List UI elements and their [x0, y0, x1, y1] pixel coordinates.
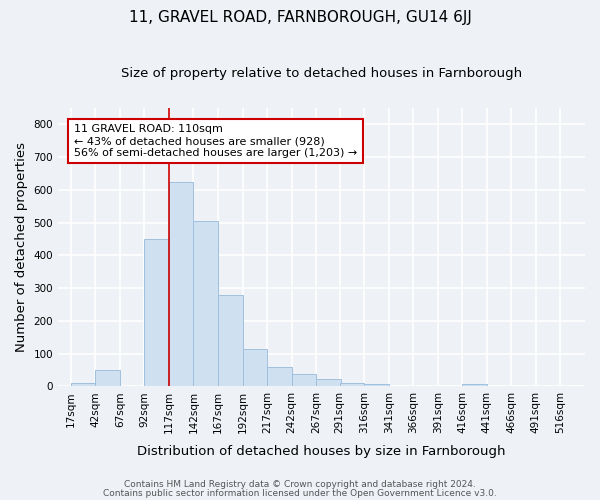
Bar: [340, 383, 364, 386]
Bar: [267, 367, 292, 386]
Bar: [463, 384, 487, 386]
X-axis label: Distribution of detached houses by size in Farnborough: Distribution of detached houses by size …: [137, 444, 506, 458]
Y-axis label: Number of detached properties: Number of detached properties: [15, 142, 28, 352]
Bar: [145, 239, 169, 386]
Text: Contains public sector information licensed under the Open Government Licence v3: Contains public sector information licen…: [103, 488, 497, 498]
Title: Size of property relative to detached houses in Farnborough: Size of property relative to detached ho…: [121, 68, 522, 80]
Bar: [292, 374, 316, 386]
Bar: [316, 379, 341, 386]
Text: Contains HM Land Registry data © Crown copyright and database right 2024.: Contains HM Land Registry data © Crown c…: [124, 480, 476, 489]
Text: 11, GRAVEL ROAD, FARNBOROUGH, GU14 6JJ: 11, GRAVEL ROAD, FARNBOROUGH, GU14 6JJ: [128, 10, 472, 25]
Bar: [242, 348, 267, 387]
Bar: [364, 384, 389, 386]
Bar: [193, 221, 218, 386]
Bar: [71, 383, 95, 386]
Bar: [218, 294, 242, 386]
Bar: [169, 182, 193, 386]
Bar: [95, 370, 120, 386]
Text: 11 GRAVEL ROAD: 110sqm
← 43% of detached houses are smaller (928)
56% of semi-de: 11 GRAVEL ROAD: 110sqm ← 43% of detached…: [74, 124, 357, 158]
